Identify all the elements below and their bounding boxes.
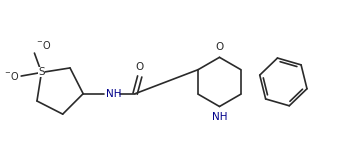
Text: NH: NH (106, 89, 121, 99)
Text: $\mathdefault{{}^{-}}$O: $\mathdefault{{}^{-}}$O (4, 70, 19, 82)
Text: S: S (38, 67, 45, 77)
Text: O: O (136, 62, 144, 72)
Text: O: O (215, 42, 223, 52)
Text: NH: NH (212, 112, 227, 122)
Text: $\mathdefault{{}^{-}}$O: $\mathdefault{{}^{-}}$O (36, 39, 51, 51)
